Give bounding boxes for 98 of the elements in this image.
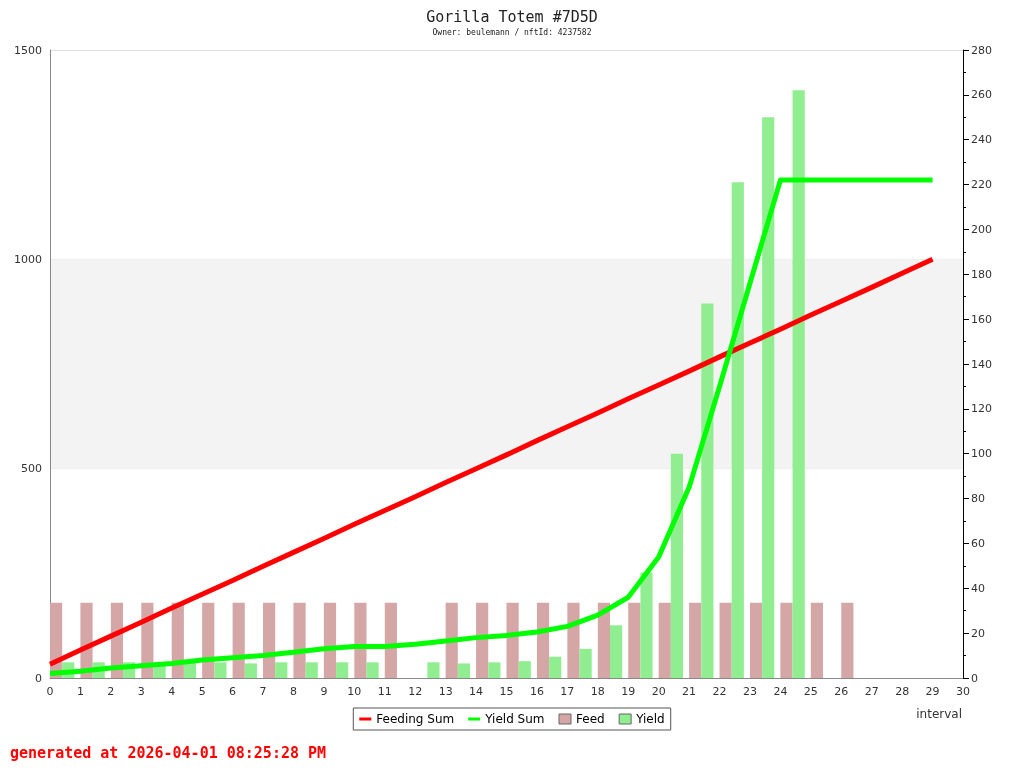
- y2-tick-label: 40: [971, 581, 985, 595]
- x-tick-label: 4: [168, 685, 176, 698]
- legend-label: Yield Sum: [484, 712, 545, 726]
- x-tick-label: 8: [289, 685, 297, 698]
- bar: [354, 602, 367, 678]
- y-tick-label: 500: [21, 462, 42, 476]
- bar: [762, 117, 775, 678]
- x-tick-label: 3: [137, 685, 145, 698]
- bar: [293, 602, 306, 678]
- y2-tick-label: 100: [971, 447, 992, 461]
- bar: [506, 602, 519, 678]
- y2-tick-label: 120: [971, 402, 992, 416]
- x-tick-label: 5: [198, 685, 206, 698]
- x-tick-label: 1: [76, 685, 84, 698]
- chart-title: Gorilla Totem #7D5D: [426, 7, 598, 26]
- x-tick-label: 18: [590, 685, 605, 698]
- bar: [366, 662, 379, 678]
- bar: [536, 602, 550, 678]
- y2-tick-label: 60: [971, 536, 985, 550]
- bar: [780, 602, 793, 678]
- bar: [640, 572, 653, 678]
- x-tick-label: 29: [925, 685, 940, 698]
- bar: [518, 661, 531, 678]
- bar: [488, 662, 501, 678]
- x-tick-label: 27: [864, 685, 879, 698]
- y2-tick-label: 220: [971, 178, 992, 192]
- y2-tick-label: 260: [971, 88, 992, 102]
- y-tick-label: 1500: [14, 43, 42, 57]
- x-tick-label: 10: [347, 685, 362, 698]
- x-axis-title: interval: [916, 707, 962, 721]
- bar: [275, 662, 288, 678]
- y2-tick-label: 0: [971, 671, 978, 685]
- x-tick-label: 0: [46, 685, 54, 698]
- x-tick-label: 13: [438, 685, 453, 698]
- legend-label: Yield: [635, 712, 665, 726]
- x-tick-label: 19: [621, 685, 636, 698]
- bar: [841, 602, 854, 678]
- x-tick-label: 11: [377, 685, 392, 698]
- bar: [323, 602, 337, 678]
- bar: [384, 602, 397, 678]
- x-tick-label: 7: [259, 685, 267, 698]
- x-tick-label: 9: [320, 685, 328, 698]
- bar: [658, 602, 671, 678]
- chart-subtitle: Owner: beulemann / nftId: 4237582: [432, 27, 592, 37]
- x-tick-label: 6: [229, 685, 237, 698]
- x-tick-label: 24: [773, 685, 788, 698]
- legend-label: Feed: [576, 712, 605, 726]
- y2-tick-label: 80: [971, 492, 985, 506]
- bar: [457, 663, 470, 678]
- bar: [749, 602, 763, 678]
- x-tick-label: 14: [469, 685, 484, 698]
- bar: [263, 602, 276, 678]
- bar: [567, 602, 580, 678]
- bar: [810, 602, 824, 678]
- x-tick-label: 15: [499, 685, 514, 698]
- x-tick-label: 2: [107, 685, 115, 698]
- bar: [549, 656, 562, 678]
- x-tick-label: 16: [529, 685, 544, 698]
- bar: [476, 602, 489, 678]
- x-tick-label: 28: [895, 685, 910, 698]
- y2-tick-label: 160: [971, 312, 992, 326]
- x-tick-label: 26: [834, 685, 849, 698]
- bar: [232, 602, 245, 678]
- x-tick-label: 21: [682, 685, 697, 698]
- x-tick-label: 22: [712, 685, 727, 698]
- bar: [792, 90, 805, 678]
- x-tick-label: 30: [956, 685, 970, 698]
- y2-tick-label: 280: [971, 43, 992, 57]
- y-tick-label: 1000: [14, 252, 42, 266]
- bar: [670, 453, 684, 678]
- bar: [244, 663, 257, 678]
- bar: [597, 602, 610, 678]
- y2-tick-label: 240: [971, 133, 992, 147]
- bar: [214, 662, 227, 678]
- bar: [202, 602, 215, 678]
- bar: [609, 625, 623, 678]
- bar: [427, 662, 440, 678]
- x-tick-label: 20: [651, 685, 666, 698]
- bar: [731, 182, 744, 678]
- y2-tick-label: 140: [971, 357, 992, 371]
- x-tick-label: 25: [803, 685, 818, 698]
- bar: [628, 602, 641, 678]
- bar: [579, 648, 592, 678]
- bar: [336, 662, 349, 678]
- bar: [445, 602, 458, 678]
- x-tick-label: 17: [560, 685, 575, 698]
- x-tick-label: 23: [742, 685, 757, 698]
- legend-label: Feeding Sum: [376, 712, 455, 726]
- y2-tick-label: 180: [971, 267, 992, 281]
- bar: [701, 303, 714, 678]
- bar: [719, 602, 732, 678]
- text: generated at 2026-04-01 08:25:28 PM: [10, 743, 327, 762]
- bar: [305, 662, 318, 678]
- bar: [689, 602, 702, 678]
- y2-tick-label: 200: [971, 222, 992, 236]
- y-tick-label: 0: [35, 671, 42, 685]
- y2-tick-label: 20: [971, 626, 985, 640]
- x-tick-label: 12: [408, 685, 423, 698]
